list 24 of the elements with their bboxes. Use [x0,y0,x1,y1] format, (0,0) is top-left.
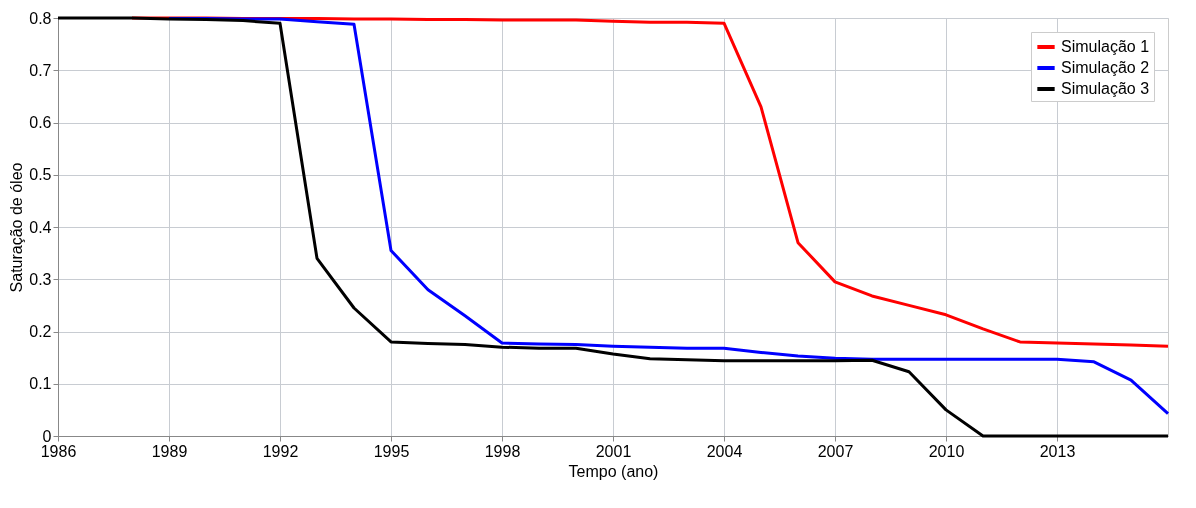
y-tick-label: 0.3 [29,270,52,288]
legend-label: Simulação 1 [1061,38,1150,55]
y-tick-label: 0.1 [29,375,52,393]
x-tick-label: 2013 [1039,442,1076,460]
y-tick-label: 0.2 [29,323,52,340]
y-tick-label: 0 [42,427,52,445]
x-axis-title: Tempo (ano) [568,462,659,480]
x-tick-label: 1986 [40,442,77,460]
x-tick-label: 2007 [817,442,854,460]
x-tick-label: 1989 [151,442,188,460]
x-tick-label: 2010 [928,442,965,460]
x-tick-label: 2004 [706,442,743,460]
y-tick-label: 0.4 [29,218,52,236]
y-tick-label: 0.5 [29,166,52,184]
y-tick-label: 0.6 [29,114,52,131]
legend-label: Simulação 2 [1061,59,1150,76]
x-tick-label: 2001 [595,442,632,460]
y-tick-label: 0.7 [29,61,52,79]
x-tick-label: 1992 [262,442,299,460]
x-tick-label: 1995 [373,442,410,460]
y-axis-title: Saturação de óleo [8,162,26,293]
legend-label: Simulação 3 [1061,80,1150,97]
y-tick-label: 0.8 [29,9,52,27]
x-tick-label: 1998 [484,442,521,460]
